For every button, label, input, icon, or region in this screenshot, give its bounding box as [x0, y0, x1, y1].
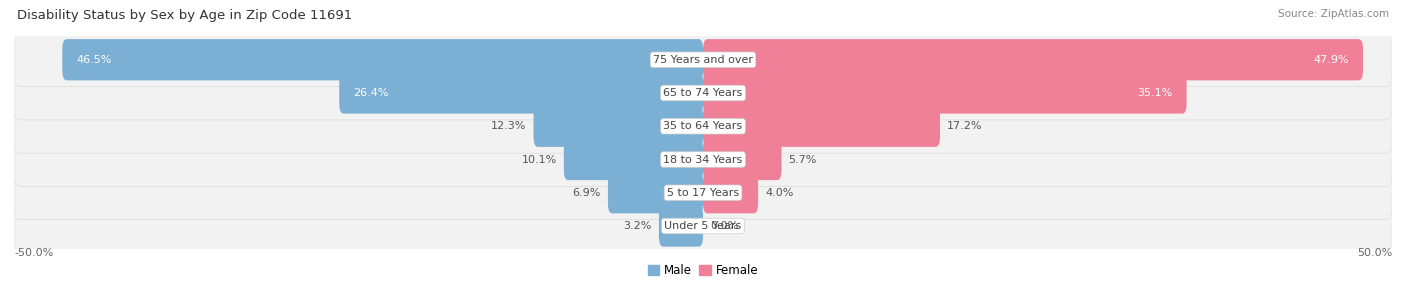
Text: 50.0%: 50.0% — [1357, 248, 1392, 257]
FancyBboxPatch shape — [14, 66, 1392, 119]
Text: Under 5 Years: Under 5 Years — [665, 221, 741, 231]
Text: 46.5%: 46.5% — [76, 55, 111, 65]
FancyBboxPatch shape — [14, 199, 1392, 253]
FancyBboxPatch shape — [703, 106, 941, 147]
Text: 4.0%: 4.0% — [765, 188, 793, 198]
Text: 17.2%: 17.2% — [946, 121, 983, 131]
Text: 0.0%: 0.0% — [710, 221, 738, 231]
Text: 65 to 74 Years: 65 to 74 Years — [664, 88, 742, 98]
FancyBboxPatch shape — [339, 72, 703, 114]
FancyBboxPatch shape — [703, 172, 758, 213]
FancyBboxPatch shape — [14, 199, 1392, 253]
FancyBboxPatch shape — [703, 72, 1187, 114]
Text: Source: ZipAtlas.com: Source: ZipAtlas.com — [1278, 9, 1389, 19]
FancyBboxPatch shape — [659, 206, 703, 247]
FancyBboxPatch shape — [14, 66, 1392, 120]
Text: 12.3%: 12.3% — [491, 121, 527, 131]
FancyBboxPatch shape — [14, 99, 1392, 154]
Text: 75 Years and over: 75 Years and over — [652, 55, 754, 65]
FancyBboxPatch shape — [14, 100, 1392, 153]
Text: 35.1%: 35.1% — [1137, 88, 1173, 98]
FancyBboxPatch shape — [62, 39, 703, 80]
Text: 35 to 64 Years: 35 to 64 Years — [664, 121, 742, 131]
FancyBboxPatch shape — [14, 165, 1392, 220]
Text: 6.9%: 6.9% — [572, 188, 600, 198]
FancyBboxPatch shape — [533, 106, 703, 147]
FancyBboxPatch shape — [14, 33, 1392, 86]
FancyBboxPatch shape — [703, 39, 1362, 80]
Legend: Male, Female: Male, Female — [643, 259, 763, 282]
FancyBboxPatch shape — [14, 132, 1392, 187]
Text: -50.0%: -50.0% — [14, 248, 53, 257]
Text: 26.4%: 26.4% — [353, 88, 388, 98]
Text: 3.2%: 3.2% — [624, 221, 652, 231]
FancyBboxPatch shape — [14, 166, 1392, 219]
Text: 5.7%: 5.7% — [789, 154, 817, 164]
FancyBboxPatch shape — [703, 139, 782, 180]
Text: 18 to 34 Years: 18 to 34 Years — [664, 154, 742, 164]
FancyBboxPatch shape — [607, 172, 703, 213]
FancyBboxPatch shape — [14, 133, 1392, 186]
FancyBboxPatch shape — [564, 139, 703, 180]
Text: 10.1%: 10.1% — [522, 154, 557, 164]
FancyBboxPatch shape — [14, 33, 1392, 87]
Text: Disability Status by Sex by Age in Zip Code 11691: Disability Status by Sex by Age in Zip C… — [17, 9, 352, 22]
Text: 5 to 17 Years: 5 to 17 Years — [666, 188, 740, 198]
Text: 47.9%: 47.9% — [1313, 55, 1350, 65]
